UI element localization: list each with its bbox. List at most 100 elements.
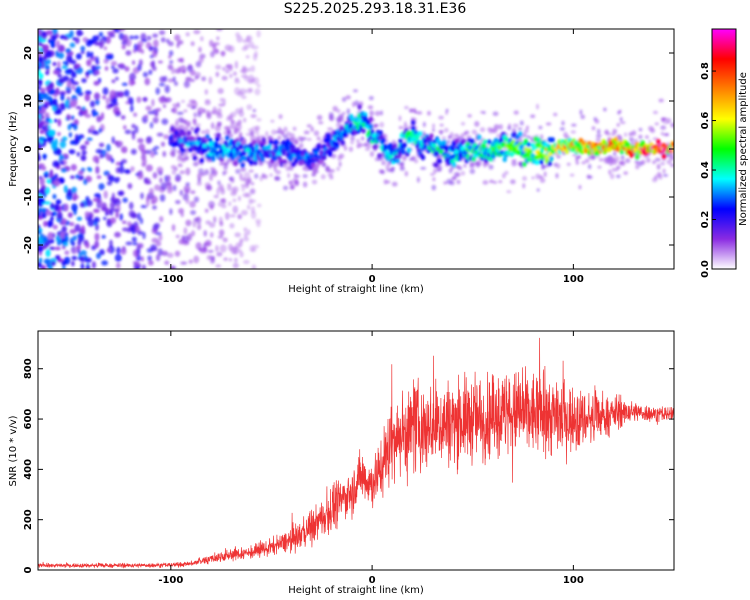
heatmap-noise-cell — [133, 35, 139, 40]
heatmap-halo-cell — [623, 171, 629, 175]
heatmap-noise-cell — [152, 33, 159, 38]
heatmap-ridge-cell — [248, 160, 254, 166]
heatmap-noise-cell — [160, 141, 166, 147]
heatmap-noise-cell — [54, 255, 60, 260]
snr-y-tick-label: 200 — [23, 509, 34, 530]
heatmap-halo-cell — [670, 122, 674, 128]
heatmap-noise-cell — [122, 227, 129, 232]
heatmap-noise-cell — [177, 66, 182, 74]
heatmap-noise-cell — [119, 213, 124, 221]
heatmap-noise-cell — [66, 55, 70, 64]
heatmap-noise-cell — [51, 29, 58, 35]
heatmap-noise-cell — [216, 251, 223, 257]
heatmap-halo-cell — [594, 119, 600, 124]
heatmap-noise-cell — [69, 140, 75, 145]
heatmap-ridge-cell — [279, 144, 285, 150]
heatmap-noise-cell — [142, 231, 146, 240]
heatmap-ridge-cell — [208, 137, 213, 144]
heatmap-noise-cell — [69, 229, 77, 234]
heatmap-halo-cell — [330, 153, 337, 159]
heatmap-noise-cell — [154, 184, 161, 191]
heatmap-ridge-cell — [502, 156, 507, 163]
heatmap-noise-cell — [155, 254, 161, 262]
heatmap-ridge-cell — [523, 138, 529, 144]
heatmap-noise-cell — [53, 203, 60, 212]
heatmap-halo-cell — [482, 111, 486, 115]
heatmap-halo-cell — [662, 168, 666, 174]
heatmap-noise-cell — [151, 66, 157, 71]
heatmap-y-tick-label: 10 — [23, 94, 34, 108]
heatmap-noise-cell — [46, 220, 54, 228]
heatmap-ridge-cell — [177, 132, 182, 139]
heatmap-x-tick-label: 0 — [369, 274, 376, 285]
heatmap-halo-cell — [316, 136, 321, 141]
heatmap-noise-cell — [164, 260, 170, 266]
heatmap-halo-cell — [628, 136, 635, 143]
heatmap-noise-cell — [64, 250, 70, 255]
heatmap-noise-cell — [168, 55, 172, 59]
heatmap-noise-cell — [207, 249, 214, 254]
heatmap-noise-cell — [219, 221, 224, 227]
heatmap-noise-cell — [87, 167, 93, 172]
heatmap-halo-cell — [385, 180, 391, 184]
heatmap-noise-cell — [94, 65, 101, 70]
heatmap-noise-cell — [69, 42, 76, 48]
heatmap-noise-cell — [209, 173, 213, 182]
snr-series-line — [38, 337, 674, 569]
heatmap-noise-cell — [198, 247, 203, 252]
heatmap-halo-cell — [535, 103, 540, 110]
heatmap-noise-cell — [136, 96, 142, 104]
heatmap-noise-cell — [76, 216, 83, 221]
heatmap-ridge-cell — [233, 160, 238, 167]
heatmap-noise-cell — [234, 87, 241, 96]
heatmap-noise-cell — [89, 125, 96, 132]
heatmap-halo-cell — [619, 117, 623, 122]
heatmap-ridge-cell — [402, 142, 407, 148]
heatmap-noise-cell — [59, 231, 65, 239]
heatmap-noise-cell — [224, 69, 230, 74]
heatmap-halo-cell — [431, 128, 436, 133]
heatmap-noise-cell — [146, 136, 153, 144]
heatmap-noise-cell — [117, 190, 124, 196]
heatmap-noise-cell — [123, 89, 130, 97]
heatmap-halo-cell — [327, 127, 334, 131]
heatmap-noise-cell — [169, 208, 173, 216]
heatmap-ridge-cell — [539, 159, 544, 165]
heatmap-noise-cell — [205, 220, 211, 225]
heatmap-ridge-cell — [433, 162, 438, 168]
heatmap-noise-cell — [245, 192, 252, 198]
heatmap-noise-cell — [159, 76, 166, 83]
heatmap-noise-cell — [204, 88, 209, 95]
heatmap-ridge-cell — [451, 162, 457, 168]
heatmap-noise-cell — [74, 88, 81, 93]
heatmap-noise-cell — [100, 112, 105, 120]
heatmap-noise-cell — [140, 149, 147, 155]
heatmap-noise-cell — [136, 261, 140, 268]
heatmap-noise-cell — [98, 142, 105, 148]
heatmap-noise-cell — [38, 118, 41, 122]
heatmap-noise-cell — [149, 61, 156, 68]
heatmap-halo-cell — [631, 130, 637, 136]
heatmap-noise-cell — [151, 227, 158, 234]
heatmap-noise-cell — [180, 261, 188, 265]
heatmap-halo-cell — [200, 130, 206, 134]
heatmap-noise-cell — [93, 216, 100, 223]
heatmap-halo-cell — [587, 163, 592, 170]
heatmap-noise-cell — [229, 222, 235, 229]
heatmap-halo-cell — [489, 179, 495, 184]
heatmap-halo-cell — [320, 174, 326, 180]
heatmap-ridge-cell — [395, 158, 400, 164]
heatmap-halo-cell — [335, 122, 341, 128]
heatmap-halo-cell — [612, 151, 617, 157]
heatmap-halo-cell — [343, 145, 348, 151]
heatmap-noise-cell — [131, 60, 136, 65]
heatmap-noise-cell — [54, 246, 61, 251]
heatmap-noise-cell — [80, 50, 85, 54]
heatmap-noise-cell — [74, 224, 81, 232]
heatmap-noise-cell — [63, 203, 69, 212]
heatmap-noise-cell — [94, 71, 101, 75]
heatmap-halo-cell — [501, 173, 506, 179]
heatmap-halo-cell — [660, 161, 666, 166]
heatmap-noise-cell — [180, 65, 187, 74]
heatmap-halo-cell — [654, 122, 660, 126]
